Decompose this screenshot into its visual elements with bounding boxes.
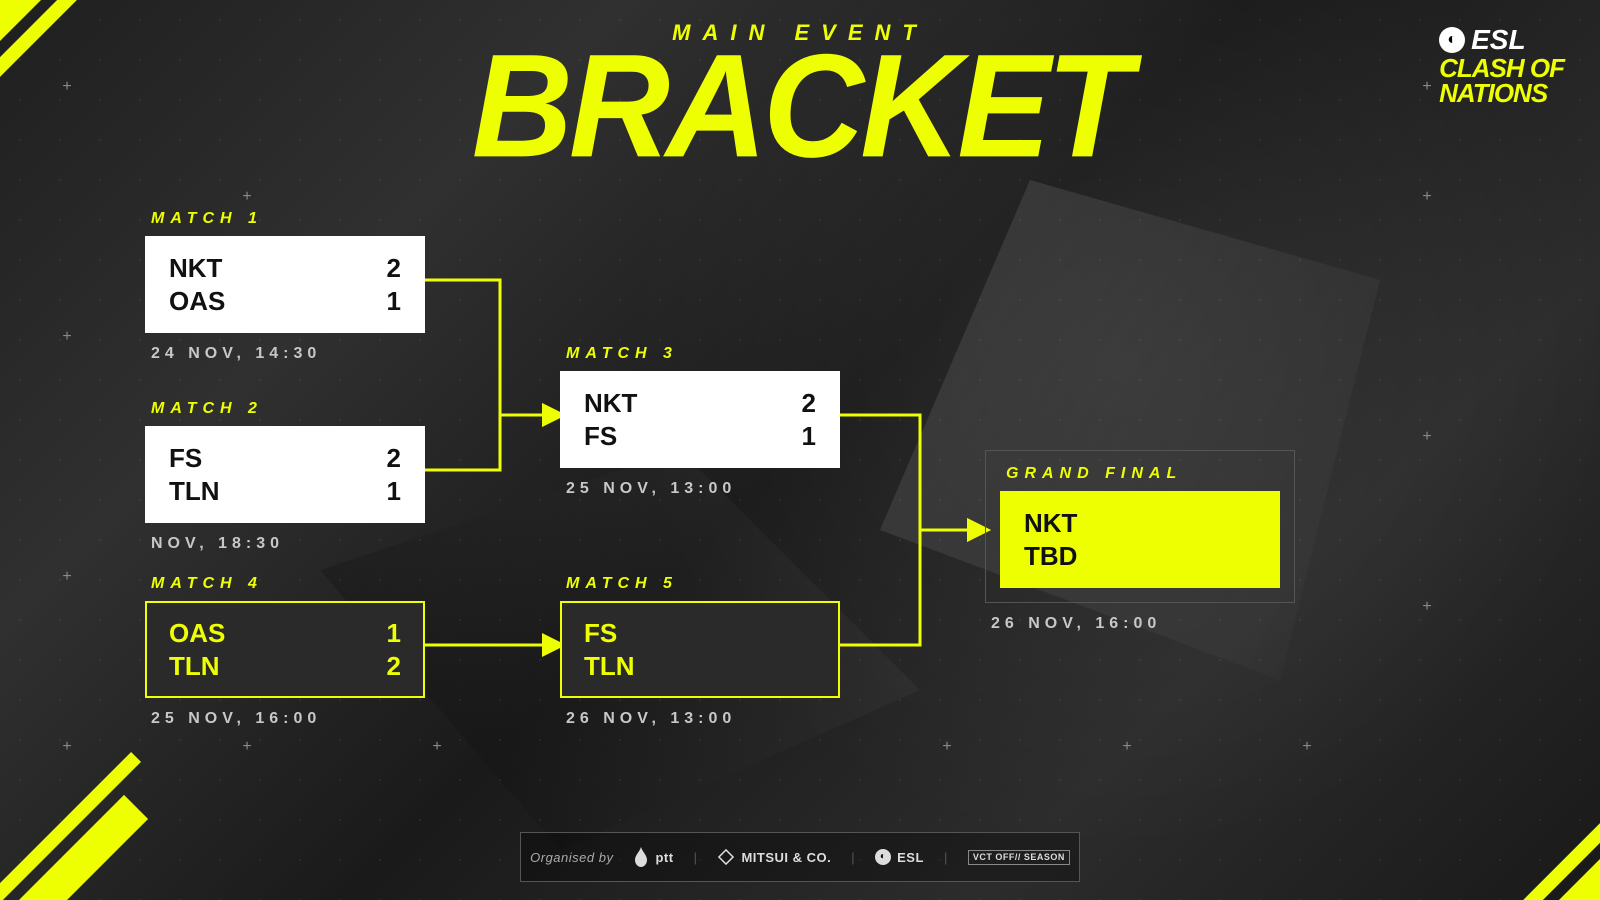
match-box: NKT 2 FS 1 xyxy=(560,371,840,468)
team-score: 2 xyxy=(371,442,401,475)
sponsor-esl: ◐ ESL xyxy=(875,849,924,865)
flame-icon xyxy=(633,847,649,867)
diamond-icon xyxy=(717,848,735,866)
team-score: 1 xyxy=(786,420,816,453)
team-name: FS xyxy=(584,420,617,453)
sponsor-vct: VCT OFF// SEASON xyxy=(968,850,1070,865)
event-logo: ◐ ESL CLASH OF NATIONS xyxy=(1439,24,1564,105)
team-row: TLN xyxy=(584,650,816,683)
team-name: FS xyxy=(169,442,202,475)
sponsor-ptt: ptt xyxy=(633,847,673,867)
grand-final-frame: GRAND FINAL NKTTBD xyxy=(985,450,1295,603)
team-row: NKT 2 xyxy=(584,387,816,420)
team-name: TLN xyxy=(169,475,220,508)
match-box: FSTLN xyxy=(560,601,840,698)
match-date: 24 NOV, 14:30 xyxy=(151,345,425,363)
team-score: 2 xyxy=(371,650,401,683)
sponsor-vct-text: VCT OFF// SEASON xyxy=(973,853,1065,862)
match-box: OAS 1 TLN 2 xyxy=(145,601,425,698)
team-row: FS 2 xyxy=(169,442,401,475)
match-label: MATCH 4 xyxy=(151,575,425,593)
match-label: MATCH 1 xyxy=(151,210,425,228)
team-row: TLN 2 xyxy=(169,650,401,683)
match-card-m2: MATCH 2 FS 2 TLN 1 NOV, 18:30 xyxy=(145,400,425,553)
team-name: TBD xyxy=(1024,540,1077,573)
match-card-m3: MATCH 3 NKT 2 FS 1 25 NOV, 13:00 xyxy=(560,345,840,498)
event-name-line2: NATIONS xyxy=(1439,81,1564,106)
event-name-line1: CLASH OF xyxy=(1439,56,1564,81)
esl-brand: ◐ ESL xyxy=(1439,24,1564,56)
team-name: NKT xyxy=(1024,507,1077,540)
match-card-m5: MATCH 5 FSTLN 26 NOV, 13:00 xyxy=(560,575,840,728)
team-score: 1 xyxy=(371,475,401,508)
page-header: MAIN EVENT BRACKET xyxy=(0,20,1600,165)
sponsor-ptt-text: ptt xyxy=(655,850,673,865)
team-score xyxy=(1226,540,1256,573)
team-score: 2 xyxy=(786,387,816,420)
match-label: MATCH 3 xyxy=(566,345,840,363)
match-card-m1: MATCH 1 NKT 2 OAS 1 24 NOV, 14:30 xyxy=(145,210,425,363)
team-score xyxy=(786,617,816,650)
team-name: TLN xyxy=(169,650,220,683)
team-name: OAS xyxy=(169,285,225,318)
team-score xyxy=(786,650,816,683)
match-card-m4: MATCH 4 OAS 1 TLN 2 25 NOV, 16:00 xyxy=(145,575,425,728)
team-row: NKT xyxy=(1024,507,1256,540)
match-box: FS 2 TLN 1 xyxy=(145,426,425,523)
team-row: NKT 2 xyxy=(169,252,401,285)
match-label: GRAND FINAL xyxy=(1006,465,1280,483)
match-date: 26 NOV, 13:00 xyxy=(566,710,840,728)
match-date: 25 NOV, 13:00 xyxy=(566,480,840,498)
match-date: 25 NOV, 16:00 xyxy=(151,710,425,728)
team-score xyxy=(1226,507,1256,540)
team-score: 1 xyxy=(371,617,401,650)
team-name: NKT xyxy=(584,387,637,420)
match-date: 26 NOV, 16:00 xyxy=(991,615,1295,633)
team-row: OAS 1 xyxy=(169,285,401,318)
team-name: TLN xyxy=(584,650,635,683)
header-title: BRACKET xyxy=(0,43,1600,168)
sponsor-mitsui: MITSUI & CO. xyxy=(717,848,831,866)
match-date: NOV, 18:30 xyxy=(151,535,425,553)
organised-by-label: Organised by xyxy=(530,850,613,865)
esl-brand-text: ESL xyxy=(1471,24,1525,56)
team-score: 2 xyxy=(371,252,401,285)
match-box: NKT 2 OAS 1 xyxy=(145,236,425,333)
team-row: TBD xyxy=(1024,540,1256,573)
team-name: OAS xyxy=(169,617,225,650)
team-row: TLN 1 xyxy=(169,475,401,508)
esl-small-icon: ◐ xyxy=(875,849,891,865)
sponsor-bar: Organised by ptt | MITSUI & CO. | ◐ ESL … xyxy=(520,832,1080,882)
team-score: 1 xyxy=(371,285,401,318)
team-row: FS xyxy=(584,617,816,650)
sponsor-mitsui-text: MITSUI & CO. xyxy=(741,850,831,865)
match-card-gf: GRAND FINAL NKTTBD 26 NOV, 16:00 xyxy=(985,450,1295,633)
sponsor-esl-text: ESL xyxy=(897,850,924,865)
team-row: OAS 1 xyxy=(169,617,401,650)
team-row: FS 1 xyxy=(584,420,816,453)
match-box: NKTTBD xyxy=(1000,491,1280,588)
match-label: MATCH 2 xyxy=(151,400,425,418)
team-name: NKT xyxy=(169,252,222,285)
esl-icon: ◐ xyxy=(1439,27,1465,53)
team-name: FS xyxy=(584,617,617,650)
match-label: MATCH 5 xyxy=(566,575,840,593)
